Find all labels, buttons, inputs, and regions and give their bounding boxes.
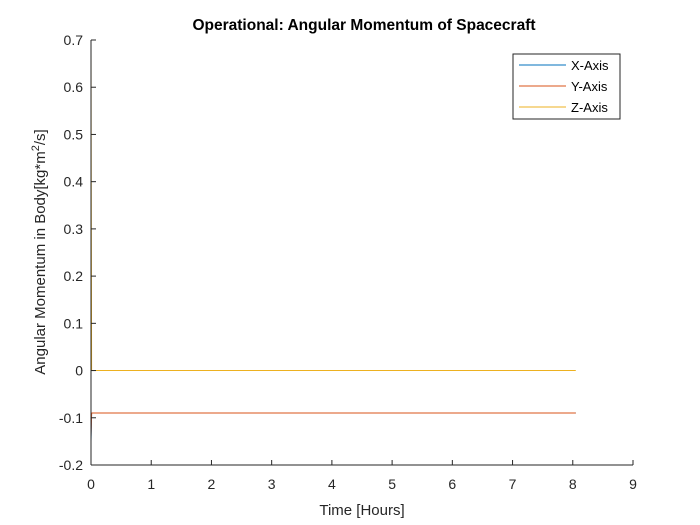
y-tick-label: -0.2 <box>59 457 83 473</box>
legend-label-x-axis: X-Axis <box>571 58 609 73</box>
axes-layer: 0 1 2 3 4 5 6 7 8 9 -0.2 -0.1 0 0.1 0.2 0.3 0.4 0.5 0.6 0.7 <box>59 32 637 492</box>
x-tick-label: 4 <box>328 476 336 492</box>
x-tick-label: 1 <box>147 476 155 492</box>
y-tick-label: -0.1 <box>59 410 83 426</box>
x-tick-label: 2 <box>208 476 216 492</box>
y-tick-label: 0.5 <box>64 126 84 142</box>
x-tick-label: 6 <box>448 476 456 492</box>
y-tick-label: 0.2 <box>64 268 84 284</box>
y-tick-label: 0.3 <box>64 221 84 237</box>
x-tick-label: 9 <box>629 476 637 492</box>
y-axis-label-superscript: 2 <box>30 145 42 151</box>
x-tick-label: 0 <box>87 476 95 492</box>
legend-label-y-axis: Y-Axis <box>571 79 608 94</box>
y-axis-label-end: /s] <box>32 129 49 145</box>
y-tick-label: 0.7 <box>64 32 84 48</box>
chart-title: Operational: Angular Momentum of Spacecr… <box>192 17 535 34</box>
x-tick-label: 7 <box>509 476 517 492</box>
x-tick-label: 8 <box>569 476 577 492</box>
legend-label-z-axis: Z-Axis <box>571 100 608 115</box>
y-tick-label: 0.6 <box>64 79 84 95</box>
x-tick-label: 3 <box>268 476 276 492</box>
y-axis-label-main: Angular Momentum in Body[kg*m <box>32 151 49 374</box>
y-tick-label: 0 <box>75 363 83 379</box>
y-tick-label: 0.4 <box>64 174 84 190</box>
x-axis-label: Time [Hours] <box>319 502 404 519</box>
y-tick-label: 0.1 <box>64 315 84 331</box>
x-tick-label: 5 <box>388 476 396 492</box>
y-axis-label: Angular Momentum in Body[kg*m2/s] <box>30 129 49 374</box>
legend: X-Axis Y-Axis Z-Axis <box>512 53 621 120</box>
